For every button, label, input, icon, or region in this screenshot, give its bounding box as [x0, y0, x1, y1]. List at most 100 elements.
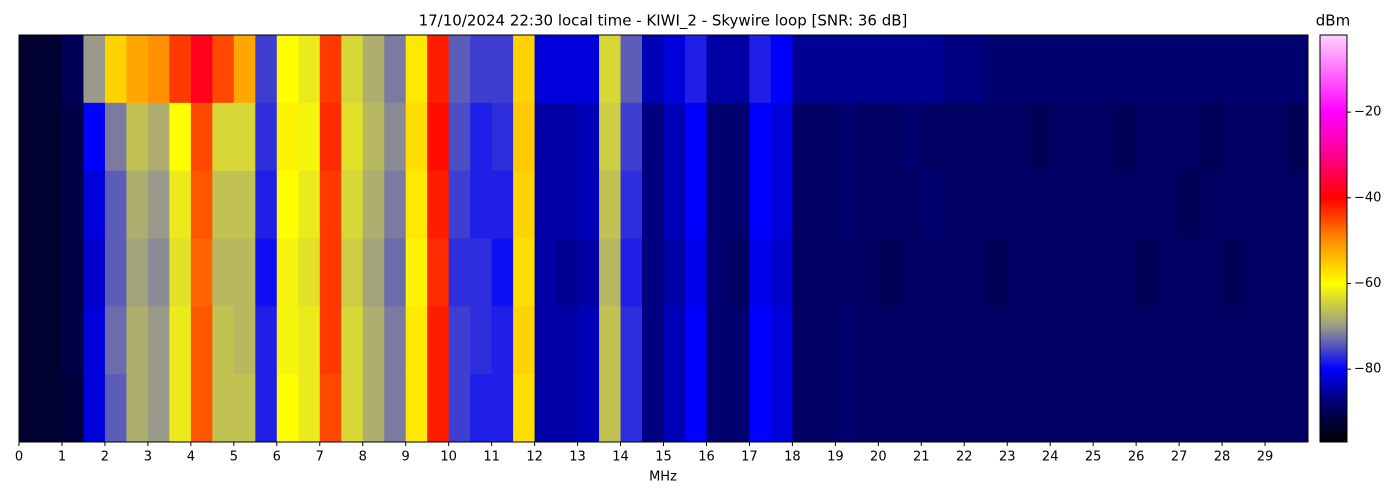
- cell: [1028, 102, 1051, 172]
- x-tick-label: 4: [187, 450, 195, 465]
- cell: [1222, 374, 1245, 443]
- cell: [921, 102, 944, 172]
- cell: [1007, 102, 1030, 172]
- cell: [1093, 306, 1116, 375]
- colorbar-tick-label: −80: [1354, 362, 1381, 377]
- cell: [147, 306, 170, 375]
- cell: [1136, 170, 1159, 239]
- cell: [427, 102, 450, 172]
- x-tick-label: 1: [58, 450, 66, 465]
- cell: [663, 306, 686, 375]
- cell: [1028, 170, 1051, 239]
- cell: [276, 374, 299, 443]
- cell: [921, 374, 944, 443]
- cell: [642, 170, 664, 239]
- cell: [147, 102, 170, 172]
- cell: [190, 238, 213, 307]
- cell: [169, 35, 192, 104]
- cell: [964, 374, 987, 443]
- cell: [1114, 102, 1137, 172]
- cell: [813, 35, 836, 104]
- cell: [276, 35, 299, 104]
- cell: [362, 374, 385, 443]
- cell: [1071, 170, 1094, 239]
- cell: [1200, 35, 1223, 104]
- cell: [341, 102, 364, 172]
- cell: [104, 306, 127, 375]
- x-tick-label: 19: [827, 450, 844, 465]
- cell: [1050, 102, 1073, 172]
- cell: [190, 306, 213, 375]
- cell: [1114, 238, 1137, 307]
- cell: [1286, 170, 1309, 239]
- cell: [1007, 170, 1030, 239]
- x-tick-label: 27: [1171, 450, 1188, 465]
- cell: [212, 238, 235, 307]
- cell: [620, 35, 643, 104]
- cell: [942, 238, 965, 307]
- cell: [706, 374, 729, 443]
- cell: [599, 238, 622, 307]
- cell: [749, 306, 772, 375]
- cell: [341, 35, 364, 104]
- cell: [1093, 238, 1116, 307]
- cell: [212, 35, 235, 104]
- cell: [276, 238, 299, 307]
- cell: [319, 306, 342, 375]
- cell: [470, 306, 493, 375]
- cell: [792, 102, 815, 172]
- cell: [40, 306, 63, 375]
- cell: [556, 35, 579, 104]
- cell: [513, 306, 536, 375]
- cell: [727, 306, 750, 375]
- cell: [1071, 102, 1094, 172]
- cell: [1243, 306, 1266, 375]
- cell: [964, 238, 987, 307]
- cell: [470, 35, 493, 104]
- cell: [448, 35, 471, 104]
- cell: [599, 170, 622, 239]
- cell: [770, 238, 793, 307]
- cell: [362, 238, 385, 307]
- cell: [491, 306, 514, 375]
- cell: [384, 170, 407, 239]
- cell: [985, 170, 1008, 239]
- cell: [1179, 35, 1202, 104]
- cell: [276, 170, 299, 239]
- x-tick-label: 29: [1257, 450, 1274, 465]
- cell: [770, 306, 793, 375]
- heatmap: [19, 35, 1309, 443]
- cell: [1028, 306, 1051, 375]
- cell: [577, 306, 600, 375]
- cell: [491, 102, 514, 172]
- cell: [1200, 102, 1223, 172]
- cell: [1265, 35, 1288, 104]
- cell: [684, 35, 707, 104]
- cell: [620, 306, 643, 375]
- cell: [534, 374, 557, 443]
- colorbar-tick-label: −60: [1354, 276, 1381, 291]
- x-tick-label: 16: [698, 450, 715, 465]
- colorbar-label: dBm: [1316, 12, 1350, 30]
- cell: [362, 102, 385, 172]
- cell: [491, 35, 514, 104]
- cell: [534, 170, 557, 239]
- cell: [384, 35, 407, 104]
- cell: [792, 238, 815, 307]
- cell: [126, 374, 149, 443]
- cell: [1179, 238, 1202, 307]
- cell: [1157, 238, 1180, 307]
- cell: [1007, 374, 1030, 443]
- cell: [684, 306, 707, 375]
- cell: [1157, 35, 1180, 104]
- cell: [104, 238, 127, 307]
- cell: [61, 170, 84, 239]
- cell: [856, 374, 879, 443]
- x-tick-label: 14: [612, 450, 629, 465]
- cell: [1114, 374, 1137, 443]
- cell: [599, 35, 622, 104]
- cell: [1200, 374, 1223, 443]
- cell: [727, 374, 750, 443]
- cell: [813, 102, 836, 172]
- cell: [835, 374, 858, 443]
